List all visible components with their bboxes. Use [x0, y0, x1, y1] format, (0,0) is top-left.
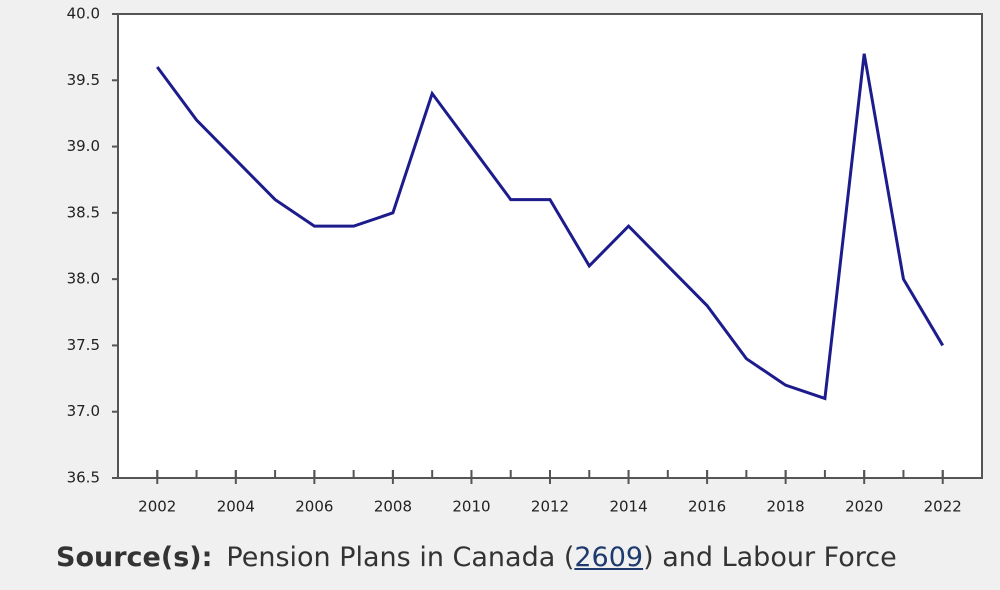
x-tick-label: 2010 [452, 498, 490, 516]
x-tick-label: 2014 [609, 498, 647, 516]
y-tick-label: 40.0 [67, 5, 100, 23]
source-link[interactable]: 2609 [574, 542, 644, 573]
x-tick-label: 2004 [217, 498, 255, 516]
x-tick-label: 2016 [688, 498, 726, 516]
x-tick-label: 2012 [531, 498, 569, 516]
plot-area [117, 13, 983, 479]
x-tick-label: 2002 [138, 498, 176, 516]
source-label: Source(s): [56, 542, 213, 573]
y-tick-label: 36.5 [67, 469, 100, 487]
source-text: Pension Plans in Canada ( [226, 542, 575, 573]
source-text: ) and Labour Force [643, 542, 897, 573]
x-tick-label: 2008 [374, 498, 412, 516]
source-line: Source(s): Pension Plans in Canada (2609)… [56, 542, 897, 573]
chart: 36.5 37.0 37.5 38.0 38.5 39.0 39.5 40.0 2002 2004… [67, 5, 983, 516]
y-tick-label: 38.0 [67, 270, 100, 288]
x-tick-label: 2018 [767, 498, 805, 516]
x-tick-label: 2022 [924, 498, 962, 516]
y-tick-label: 38.5 [67, 203, 100, 221]
x-tick-label: 2020 [845, 498, 883, 516]
data-line [156, 53, 945, 401]
y-tick-label: 39.5 [67, 71, 100, 89]
x-tick-label: 2006 [295, 498, 333, 516]
y-tick-label: 37.0 [67, 402, 100, 420]
y-tick-label: 37.5 [67, 336, 100, 354]
y-tick-label: 39.0 [67, 137, 100, 155]
